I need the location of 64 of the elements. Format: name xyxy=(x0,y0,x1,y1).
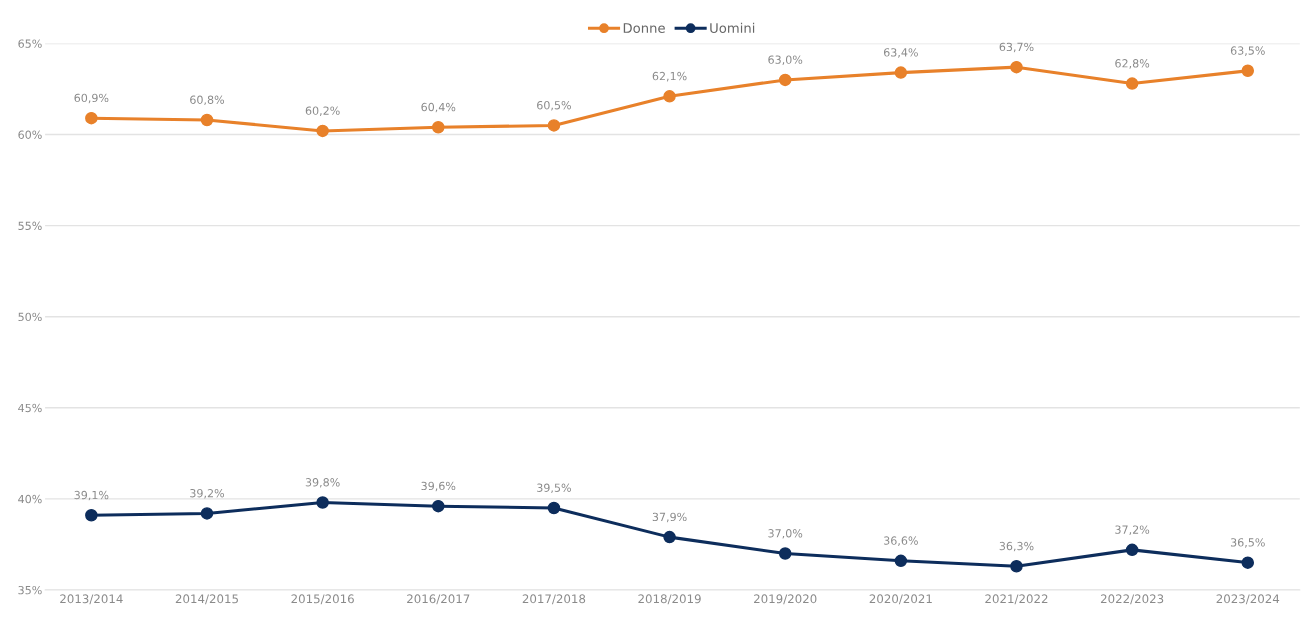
x-tick-label: 2013/2014 xyxy=(60,594,123,605)
point xyxy=(778,547,792,560)
legend-label: Donne xyxy=(623,23,665,33)
point xyxy=(1241,556,1255,569)
y-tick-label: 50% xyxy=(18,312,42,322)
point xyxy=(1010,60,1023,74)
data-label: 60,5% xyxy=(537,101,571,111)
point xyxy=(1241,64,1255,78)
point xyxy=(200,113,214,127)
point xyxy=(1125,77,1139,90)
data-label: 60,4% xyxy=(421,102,456,113)
y-tick-label: 35% xyxy=(18,585,42,595)
x-tick-label: 2018/2019 xyxy=(638,594,701,605)
point xyxy=(778,73,792,87)
data-label: 39,8% xyxy=(305,478,340,488)
x-tick-label: 2023/2024 xyxy=(1216,594,1280,605)
data-label: 36,5% xyxy=(1230,538,1265,548)
data-label: 37,2% xyxy=(1115,525,1150,535)
data-label: 63,4% xyxy=(883,48,918,58)
data-label: 60,2% xyxy=(305,106,340,116)
data-label: 63,0% xyxy=(768,55,803,65)
x-tick-label: 2020/2021 xyxy=(869,594,932,605)
point xyxy=(894,66,908,79)
data-label: 39,2% xyxy=(190,489,225,499)
data-label: 62,1% xyxy=(652,71,687,82)
point xyxy=(547,501,561,515)
data-label: 39,5% xyxy=(537,483,571,494)
data-label: 60,9% xyxy=(74,93,109,104)
point xyxy=(85,111,98,125)
y-tick-label: 40% xyxy=(18,494,42,504)
y-tick-label: 65% xyxy=(18,39,42,48)
legend-label: Uomini xyxy=(710,22,755,33)
data-label: 39,1% xyxy=(74,490,109,501)
data-label: 63,5% xyxy=(1230,46,1265,56)
point xyxy=(663,530,676,544)
point xyxy=(1125,543,1139,557)
data-label: 39,6% xyxy=(421,481,456,492)
data-label: 36,6% xyxy=(884,536,918,546)
data-label: 37,9% xyxy=(652,512,687,523)
point xyxy=(85,509,98,522)
x-tick-label: 2014/2015 xyxy=(175,594,238,605)
y-tick-label: 45% xyxy=(18,403,42,413)
y-tick-label: 55% xyxy=(18,221,42,231)
x-tick-label: 2022/2023 xyxy=(1100,594,1164,605)
data-label: 37,0% xyxy=(768,529,803,539)
point xyxy=(200,507,214,520)
y-tick-label: 60% xyxy=(18,130,42,139)
x-tick-label: 2016/2017 xyxy=(407,594,470,605)
data-label: 62,8% xyxy=(1115,59,1150,69)
point xyxy=(432,499,445,513)
point xyxy=(1010,560,1023,573)
x-tick-label: 2015/2016 xyxy=(291,594,354,605)
x-tick-label: 2021/2022 xyxy=(985,594,1048,605)
data-label: 36,3% xyxy=(999,541,1034,552)
point xyxy=(316,496,329,509)
point xyxy=(663,90,676,103)
point xyxy=(316,124,329,138)
x-tick-label: 2019/2020 xyxy=(754,594,817,605)
point xyxy=(547,119,561,132)
data-label: 60,8% xyxy=(190,95,225,106)
point xyxy=(432,121,445,134)
point xyxy=(894,554,908,568)
data-label: 63,7% xyxy=(999,42,1034,53)
x-tick-label: 2017/2018 xyxy=(522,594,586,605)
